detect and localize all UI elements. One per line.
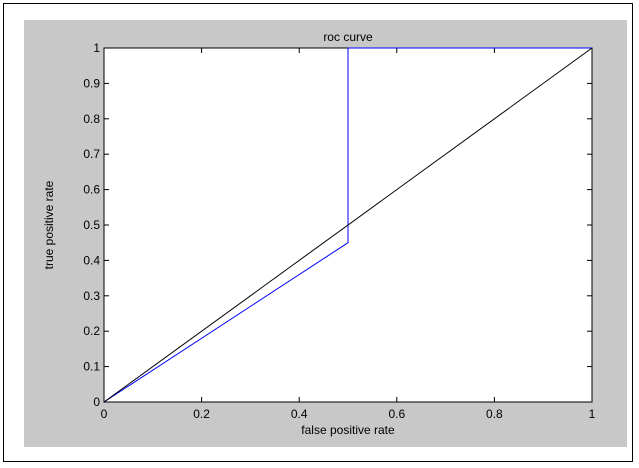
series-group (103, 47, 593, 403)
chart-title: roc curve (323, 30, 373, 44)
y-axis-title: true positive rate (42, 180, 56, 269)
y-tick-label: 0 (93, 395, 100, 409)
x-axis-title: false positive rate (301, 423, 395, 437)
x-tick-label: 0 (101, 407, 108, 421)
y-tick-label: 0.6 (83, 183, 100, 197)
y-tick-label: 0.9 (83, 76, 100, 90)
y-tick-label: 1 (93, 41, 100, 55)
series-line-1 (103, 47, 593, 403)
y-tick-label: 0.3 (83, 289, 100, 303)
y-tick-label: 0.5 (83, 218, 100, 232)
x-tick-label: 0.8 (486, 407, 503, 421)
ticks-group: 0 0.2 0.4 0.6 0.8 1 0 0.1 0.2 0.3 0.4 0.5 0.6 0.7 0.8 0… (83, 41, 595, 421)
y-tick-label: 0.7 (83, 147, 100, 161)
y-tick-label: 0.8 (83, 112, 100, 126)
x-tick-label: 0.6 (388, 407, 405, 421)
roc-chart: 0 0.2 0.4 0.6 0.8 1 0 0.1 0.2 0.3 0.4 0.5 0.6 0.7 0.8 0… (42, 30, 596, 437)
x-tick-label: 1 (589, 407, 596, 421)
x-tick-label: 0.4 (291, 407, 308, 421)
y-tick-label: 0.1 (83, 360, 100, 374)
figure-frame: 0 0.2 0.4 0.6 0.8 1 0 0.1 0.2 0.3 0.4 0.5 0.6 0.7 0.8 0… (3, 3, 633, 462)
y-tick-label: 0.4 (83, 253, 100, 267)
series-line-0 (103, 47, 592, 403)
x-tick-label: 0.2 (193, 407, 210, 421)
figure-background: 0 0.2 0.4 0.6 0.8 1 0 0.1 0.2 0.3 0.4 0.5 0.6 0.7 0.8 0… (24, 20, 627, 447)
y-tick-label: 0.2 (83, 324, 100, 338)
